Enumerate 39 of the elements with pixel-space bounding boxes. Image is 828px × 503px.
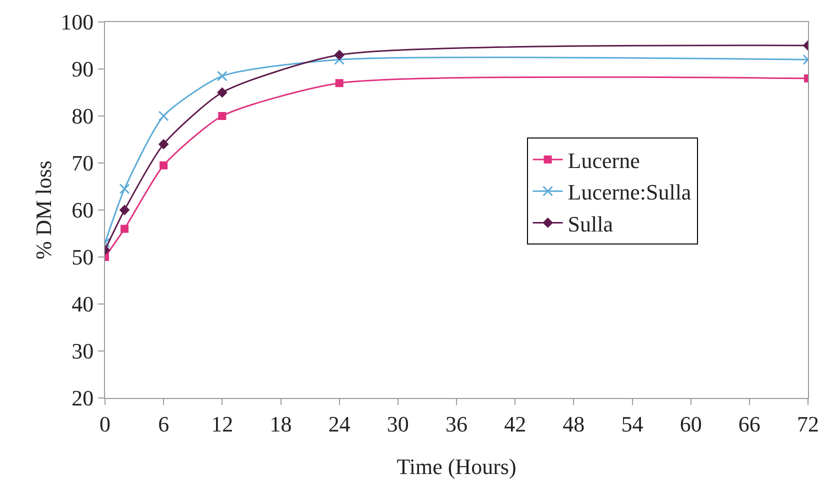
- y-tick-label: 80: [72, 104, 94, 129]
- y-tick-label: 100: [60, 10, 94, 35]
- point: [218, 112, 226, 120]
- point: [216, 87, 228, 98]
- point: [119, 204, 130, 216]
- y-tick-label: 20: [72, 386, 94, 411]
- point: [335, 79, 344, 88]
- x-axis-title: Time (Hours): [396, 454, 516, 479]
- y-tick-label: 60: [72, 198, 94, 223]
- x-tick-label: 12: [211, 411, 234, 436]
- y-tick-label: 30: [72, 338, 94, 364]
- point: [158, 110, 169, 122]
- legend-label: Lucerne: [568, 148, 640, 174]
- x-tick-label: 42: [504, 411, 526, 436]
- x-tick-label: 0: [100, 411, 110, 436]
- legend-label: Sulla: [568, 211, 614, 236]
- y-tick-label: 90: [72, 56, 94, 82]
- y-tick-label: 50: [72, 244, 94, 270]
- y-axis-title: % DM loss: [31, 160, 56, 260]
- x-tick-label: 72: [797, 411, 819, 436]
- x-tick-label: 48: [562, 411, 585, 436]
- point: [334, 54, 345, 65]
- x-tick-label: 60: [680, 411, 702, 436]
- x-tick-label: 36: [446, 411, 468, 436]
- x-tick-label: 30: [386, 411, 409, 436]
- x-tick-label: 24: [328, 411, 350, 436]
- point: [119, 184, 130, 194]
- x-tick-label: 6: [158, 411, 170, 436]
- x-tick-label: 18: [270, 411, 292, 436]
- point: [216, 70, 228, 82]
- legend-label: Lucerne:Sulla: [568, 180, 692, 205]
- point: [334, 50, 345, 60]
- point: [120, 224, 129, 233]
- x-tick-label: 54: [621, 411, 644, 436]
- y-tick-label: 40: [72, 292, 94, 317]
- x-tick-label: 66: [738, 411, 760, 436]
- point: [160, 161, 168, 170]
- y-tick-label: 70: [72, 150, 94, 176]
- point: [158, 139, 169, 150]
